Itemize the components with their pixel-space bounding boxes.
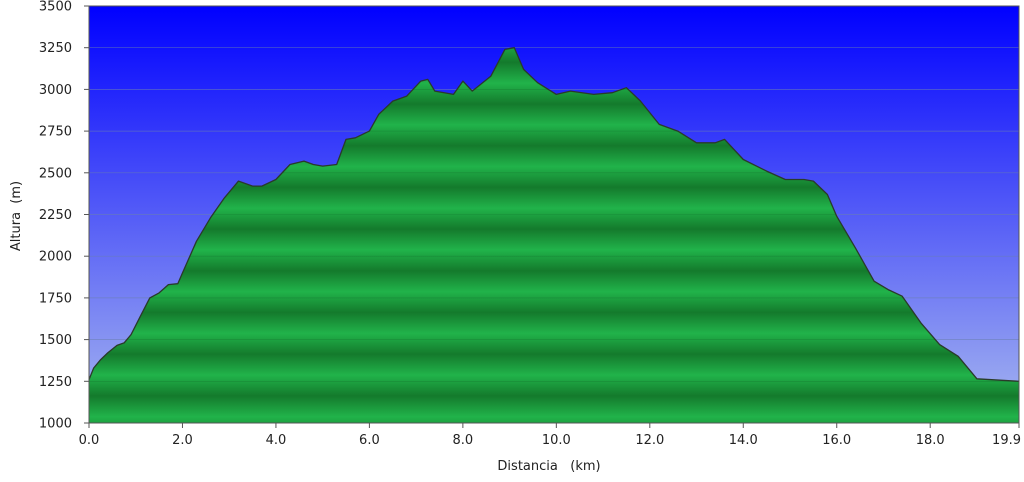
y-axis-ticks: 1000 1250 1500 1750 2000 2250 2500 2750 3000 3250…	[39, 0, 89, 432]
y-axis-label: Altura (m)	[9, 181, 24, 251]
y-tick-label: 3500	[39, 0, 72, 15]
y-tick-label: 2250	[39, 208, 72, 223]
y-tick-label: 3000	[39, 83, 72, 98]
y-tick-label: 1500	[39, 333, 72, 348]
x-tick-label: 16.0	[822, 433, 851, 448]
y-tick-label: 2750	[39, 125, 72, 140]
x-axis-ticks: 0.0 2.0 4.0 6.0 8.0 10.0 12.0 14.0 16.0 18.0 19.9	[79, 423, 1021, 448]
x-tick-label: 6.0	[359, 433, 380, 448]
x-tick-label: 10.0	[542, 433, 571, 448]
x-tick-label: 14.0	[729, 433, 758, 448]
y-tick-label: 1000	[39, 417, 72, 432]
x-tick-label: 0.0	[79, 433, 100, 448]
elevation-outline	[88, 47, 1020, 382]
elevation-area	[89, 47, 1019, 423]
x-tick-label: 2.0	[172, 433, 193, 448]
x-tick-label: 8.0	[453, 433, 474, 448]
y-tick-label: 2000	[39, 250, 72, 265]
y-tick-label: 1250	[39, 375, 72, 390]
x-axis-label: Distancia (km)	[497, 459, 600, 474]
x-tick-label: 4.0	[266, 433, 287, 448]
y-tick-label: 3250	[39, 41, 72, 56]
x-tick-label: 18.0	[916, 433, 945, 448]
y-tick-label: 2500	[39, 166, 72, 181]
x-tick-label: 12.0	[635, 433, 664, 448]
y-tick-label: 1750	[39, 291, 72, 306]
x-tick-label: 19.9	[992, 433, 1021, 448]
